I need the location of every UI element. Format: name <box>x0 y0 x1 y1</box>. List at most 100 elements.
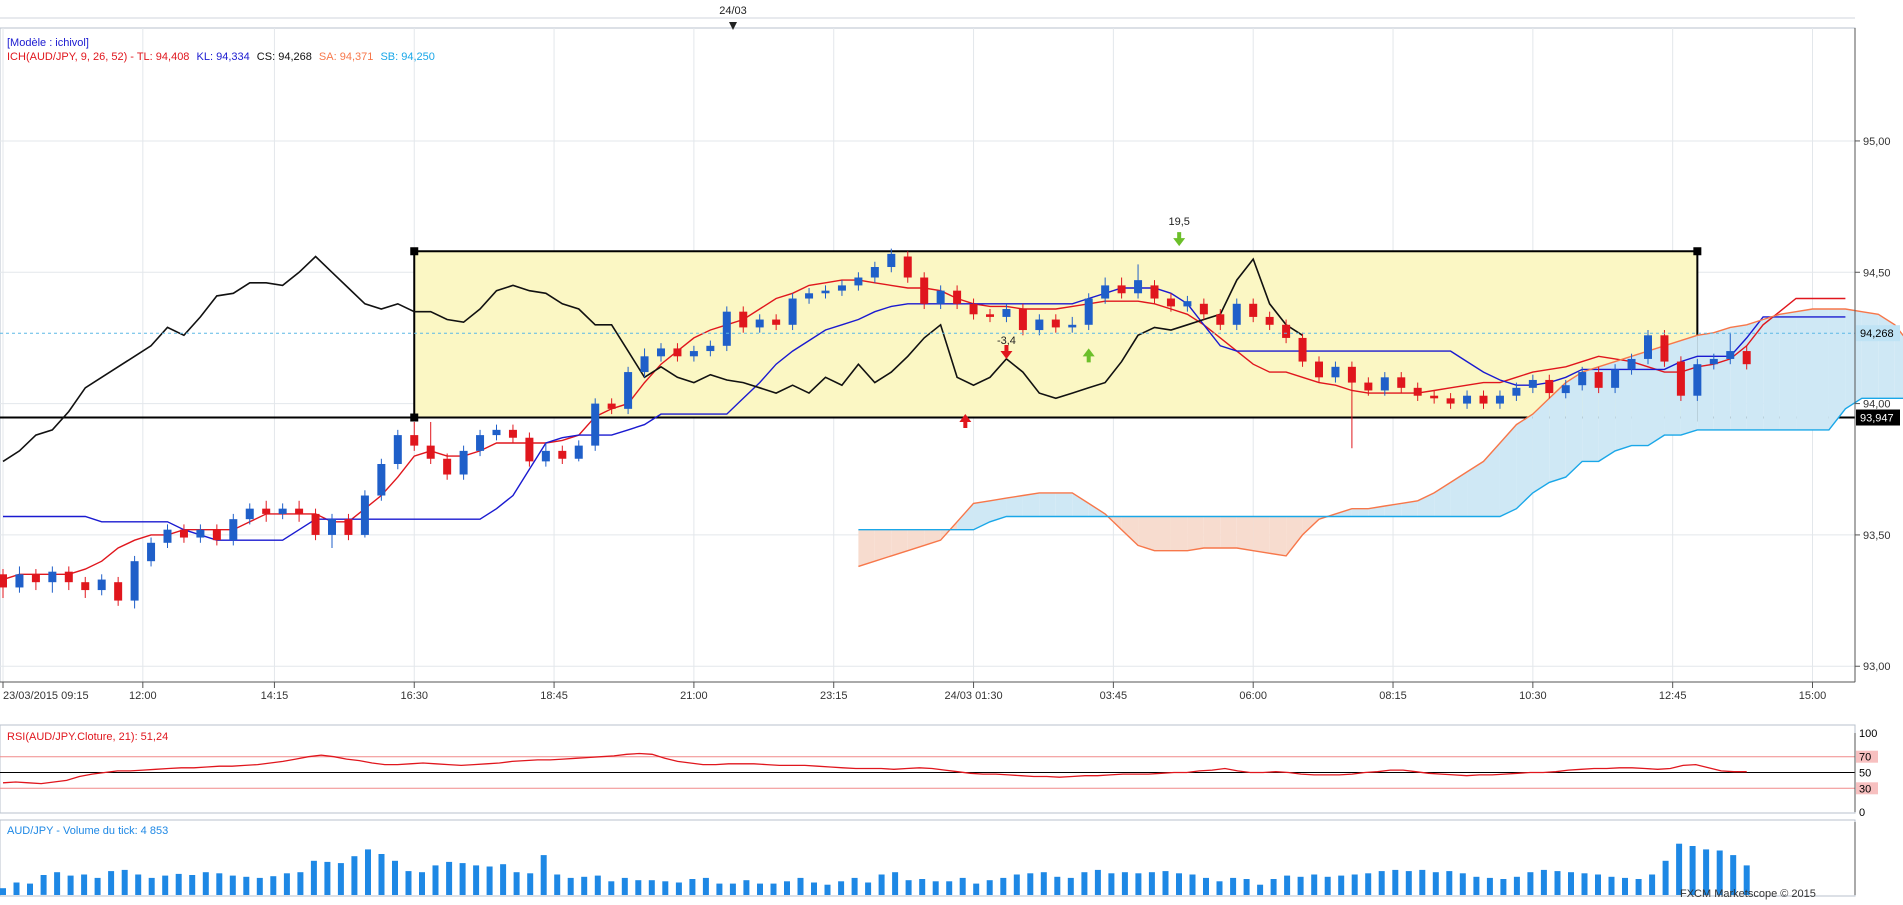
rectangle-price-tag-text: 93,947 <box>1860 413 1894 425</box>
volume-bar <box>1622 877 1628 895</box>
volume-label: AUD/JPY - Volume du tick: 4 853 <box>7 825 169 837</box>
candle-body <box>1051 319 1060 328</box>
candle-body <box>788 298 797 325</box>
kumo-segment <box>1483 442 1500 517</box>
volume-panel <box>0 819 1856 897</box>
volume-bar <box>189 875 196 895</box>
chikou-line <box>2 255 1303 463</box>
x-tick-label: 12:45 <box>1659 690 1687 702</box>
volume-bar <box>1094 869 1101 895</box>
volume-bar <box>594 875 601 895</box>
candle-body <box>1216 314 1225 325</box>
candle-body <box>953 290 962 304</box>
candle-body <box>1463 395 1472 404</box>
x-tick-label: 03:45 <box>1100 690 1128 702</box>
x-tick-label: 14:15 <box>261 690 289 702</box>
candle-body <box>870 267 879 278</box>
volume-bar <box>1662 860 1669 895</box>
volume-bar <box>81 874 88 895</box>
kumo-segment <box>1894 324 1903 399</box>
kumo-segment <box>1779 311 1797 430</box>
candle-body <box>229 519 238 541</box>
candle-body <box>212 529 221 541</box>
sb-value: 94,250 <box>401 51 435 63</box>
candle-body <box>179 529 188 538</box>
volume-bar <box>1595 874 1601 895</box>
volume-bar <box>1135 873 1142 895</box>
annotation-label: -3,4 <box>997 335 1016 347</box>
candle-body <box>459 450 468 475</box>
tl-label: TL: <box>136 51 153 63</box>
kumo-segment <box>907 529 925 551</box>
volume-bar <box>1162 871 1169 895</box>
volume-bar <box>527 873 534 895</box>
candle-body <box>1035 319 1044 331</box>
kumo-segment <box>1828 309 1846 430</box>
volume-bar <box>1000 877 1007 895</box>
candle-body <box>31 574 40 583</box>
drawn-rectangle <box>413 250 1699 419</box>
candle-body <box>1117 285 1126 294</box>
kumo-segment <box>1039 492 1056 517</box>
volume-bar <box>1081 872 1088 895</box>
volume-bar <box>892 872 899 895</box>
candle-body <box>1578 372 1587 386</box>
ichimoku-name: ICH(AUD/JPY, 9, 26, 52) - <box>7 51 134 63</box>
volume-bar <box>135 874 142 895</box>
kumo-segment <box>1467 461 1484 517</box>
volume-bar <box>270 876 277 895</box>
volume-bar <box>1176 873 1182 895</box>
volume-bar <box>378 854 385 895</box>
kumo-segment <box>1384 503 1402 517</box>
candle-body <box>1183 301 1192 307</box>
volume-bar <box>1432 872 1439 895</box>
volume-bar <box>1716 850 1723 895</box>
volume-bar <box>784 881 790 895</box>
volume-bar <box>1419 869 1426 895</box>
candle-body <box>1446 398 1455 404</box>
kumo-segment <box>1203 516 1221 549</box>
volume-bar <box>351 856 358 895</box>
volume-bar <box>297 872 304 895</box>
candle-body <box>262 508 271 514</box>
candle-body <box>1282 324 1291 338</box>
kumo-segment <box>1631 351 1648 446</box>
kumo-segment <box>1286 516 1303 556</box>
candle-body <box>1479 395 1488 404</box>
rsi-panel <box>0 724 1856 814</box>
kumo-segment <box>1763 314 1780 430</box>
volume-bar <box>905 880 912 895</box>
kumo-segment <box>990 498 1007 522</box>
kumo-segment <box>1796 309 1813 430</box>
candle-body <box>1380 377 1389 391</box>
candle-body <box>1018 309 1027 331</box>
kumo-segment <box>1499 424 1517 517</box>
volume-bar <box>554 874 561 895</box>
candle-body <box>64 571 73 583</box>
candle-body <box>15 574 24 588</box>
volume-bar <box>1513 876 1520 895</box>
rsi-level-label: 30 <box>1859 783 1871 795</box>
volume-bar <box>851 877 858 895</box>
x-tick-label: 18:45 <box>540 690 568 702</box>
candle-body <box>969 303 978 315</box>
volume-bar <box>1608 876 1615 895</box>
rsi-line <box>2 752 1747 785</box>
volume-bar <box>1459 873 1466 895</box>
volume-bar <box>0 888 6 895</box>
candle-body <box>1660 335 1669 362</box>
volume-bar <box>1054 876 1061 895</box>
kumo-segment <box>1121 516 1139 546</box>
y-tick-label: 93,50 <box>1863 530 1891 542</box>
rsi-level-tag <box>1856 727 1878 739</box>
kumo-segment <box>1138 516 1155 551</box>
candle-body <box>1413 387 1422 396</box>
volume-bar <box>621 877 628 895</box>
kumo-segment <box>940 521 958 541</box>
candle-body <box>657 348 665 357</box>
volume-bar <box>40 875 47 895</box>
volume-bar <box>567 877 574 895</box>
x-tick-label: 12:00 <box>129 690 157 702</box>
kumo-segment <box>957 503 974 530</box>
candle-body <box>739 311 748 328</box>
